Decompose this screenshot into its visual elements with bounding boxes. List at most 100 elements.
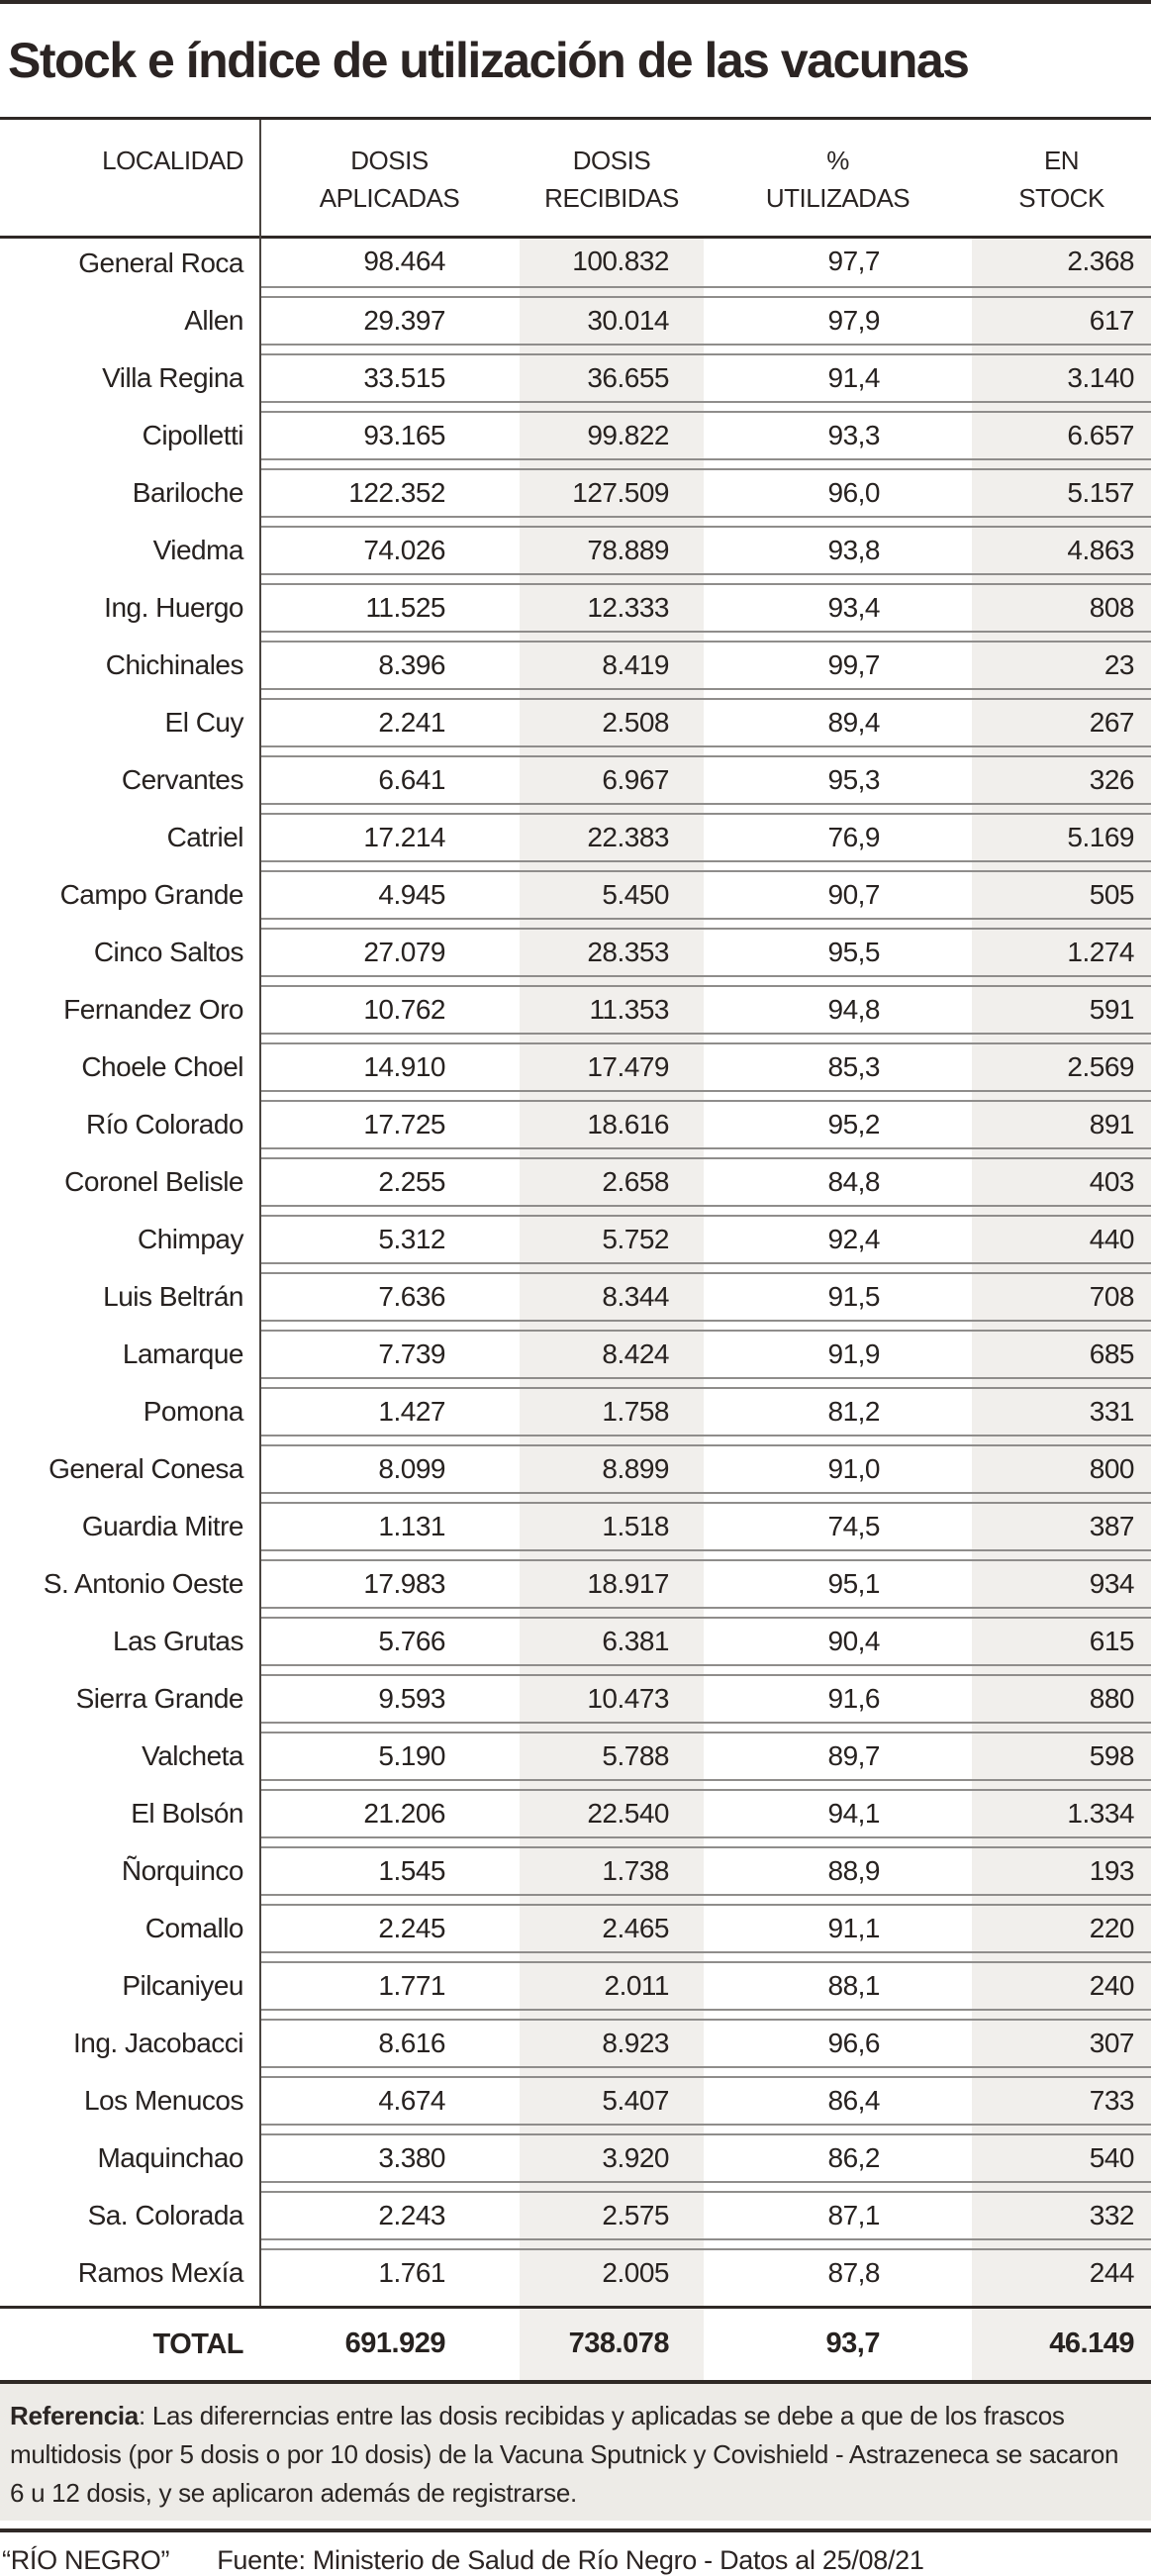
cell-en-stock: 1.334 [1067,1798,1134,1829]
cell-dosis-recibidas: 8.344 [602,1281,669,1312]
cell-dosis-recibidas: 2.575 [602,2200,669,2230]
total-top-rule [0,2306,1151,2309]
cell-dosis-recibidas: 2.011 [604,1970,670,2001]
row-values: 4.945 5.450 90,7 505 [259,870,1151,920]
cell-dosis-aplicadas: 14.910 [363,1051,445,1082]
row-values: 1.771 2.011 88,1 240 [259,1961,1151,2011]
cell-pct-utilizadas: 84,8 [827,1166,881,1197]
cell-localidad: General Conesa [48,1453,243,1484]
table-row: Cipolletti 93.165 99.822 93,3 6.657 [0,411,1151,468]
row-values: 21.206 22.540 94,1 1.334 [259,1789,1151,1838]
cell-pct-utilizadas: 94,8 [827,994,881,1025]
cell-dosis-recibidas: 22.383 [587,822,669,852]
cell-en-stock: 617 [1089,305,1135,336]
cell-dosis-recibidas: 36.655 [587,362,669,393]
cell-dosis-recibidas: 8.419 [602,649,669,680]
cell-localidad: Ñorquinco [121,1855,244,1886]
cell-en-stock: 331 [1089,1396,1135,1427]
column-header: EN STOCK [972,120,1151,236]
cell-en-stock: 808 [1089,592,1135,623]
cell-localidad: Villa Regina [102,362,243,393]
cell-pct-utilizadas: 87,8 [827,2257,881,2288]
table-row: Villa Regina 33.515 36.655 91,4 3.140 [0,353,1151,411]
cell-pct-utilizadas: 91,1 [827,1913,881,1943]
cell-dosis-aplicadas: 4.945 [378,879,445,910]
cell-en-stock: 591 [1089,994,1135,1025]
cell-localidad: Guardia Mitre [81,1511,244,1541]
column-header: DOSIS RECIBIDAS [520,120,704,236]
column-header-line1: % [826,146,849,175]
cell-pct-utilizadas: 95,1 [827,1568,881,1599]
cell-en-stock: 332 [1089,2200,1135,2230]
total-label: TOTAL [152,2328,244,2360]
cell-localidad: Ing. Jacobacci [73,2028,244,2058]
total-bottom-rule [0,2380,1151,2384]
table-row: Viedma 74.026 78.889 93,8 4.863 [0,526,1151,583]
cell-localidad: Cipolletti [142,420,244,450]
cell-en-stock: 326 [1089,764,1135,795]
cell-dosis-aplicadas: 10.762 [363,994,445,1025]
table-row: Chimpay 5.312 5.752 92,4 440 [0,1215,1151,1272]
cell-dosis-recibidas: 30.014 [587,305,669,336]
title-divider [0,117,1151,120]
cell-dosis-aplicadas: 7.636 [378,1281,445,1312]
cell-localidad: S. Antonio Oeste [43,1568,244,1599]
cell-localidad: Los Menucos [83,2085,244,2116]
row-values: 4.674 5.407 86,4 733 [259,2076,1151,2126]
cell-dosis-aplicadas: 93.165 [363,420,445,450]
table-row: Coronel Belisle 2.255 2.658 84,8 403 [0,1157,1151,1215]
cell-localidad: Ramos Mexía [77,2257,244,2288]
column-header-line1: EN [1043,146,1080,175]
cell-localidad: Catriel [166,822,244,852]
column-header-line2: UTILIZADAS [765,183,911,213]
row-values: 14.910 17.479 85,3 2.569 [259,1042,1151,1092]
row-values: 5.312 5.752 92,4 440 [259,1215,1151,1264]
total-dosis-aplicadas: 691.929 [344,2328,446,2359]
cell-en-stock: 685 [1089,1338,1135,1369]
cell-dosis-aplicadas: 33.515 [363,362,445,393]
cell-pct-utilizadas: 90,4 [827,1626,881,1656]
column-header-line2: STOCK [1018,183,1104,213]
spacer [0,2521,1151,2528]
table-row: Luis Beltrán 7.636 8.344 91,5 708 [0,1272,1151,1330]
cell-dosis-recibidas: 2.658 [602,1166,669,1197]
row-values: 17.725 18.616 95,2 891 [259,1100,1151,1149]
cell-pct-utilizadas: 97,9 [827,305,881,336]
table-row: Los Menucos 4.674 5.407 86,4 733 [0,2076,1151,2133]
cell-en-stock: 1.274 [1067,937,1134,967]
cell-pct-utilizadas: 99,7 [827,649,881,680]
column-header: LOCALIDAD [0,120,259,236]
cell-pct-utilizadas: 88,9 [827,1855,881,1886]
row-values: 9.593 10.473 91,6 880 [259,1674,1151,1724]
cell-dosis-recibidas: 2.508 [602,707,669,738]
row-values: 17.983 18.917 95,1 934 [259,1559,1151,1609]
table-row: Lamarque 7.739 8.424 91,9 685 [0,1330,1151,1387]
cell-dosis-aplicadas: 1.131 [378,1511,445,1541]
cell-localidad: Luis Beltrán [103,1281,243,1312]
cell-localidad: Viedma [152,535,244,565]
cell-pct-utilizadas: 89,4 [827,707,881,738]
row-values: 2.241 2.508 89,4 267 [259,698,1151,747]
cell-localidad: Pomona [143,1396,244,1427]
column-header: DOSIS APLICADAS [259,120,520,236]
cell-pct-utilizadas: 93,4 [827,592,881,623]
cell-en-stock: 5.169 [1067,822,1134,852]
column-header-line2: RECIBIDAS [544,183,679,213]
vertical-divider [259,120,261,2306]
cell-localidad: Choele Choel [81,1051,243,1082]
cell-dosis-recibidas: 17.479 [587,1051,669,1082]
table-row: General Conesa 8.099 8.899 91,0 800 [0,1444,1151,1502]
cell-pct-utilizadas: 85,3 [827,1051,881,1082]
table-row: Ing. Huergo 11.525 12.333 93,4 808 [0,583,1151,641]
table-row: General Roca 98.464 100.832 97,7 2.368 [0,239,1151,296]
row-values: 29.397 30.014 97,9 617 [259,296,1151,346]
cell-dosis-recibidas: 2.005 [602,2257,669,2288]
footer: “RÍO NEGRO” Fuente: Ministerio de Salud … [0,2532,1151,2576]
cell-pct-utilizadas: 91,4 [827,362,881,393]
cell-dosis-aplicadas: 2.245 [378,1913,445,1943]
cell-dosis-recibidas: 10.473 [587,1683,669,1714]
cell-pct-utilizadas: 91,9 [827,1338,881,1369]
cell-en-stock: 891 [1089,1109,1135,1139]
cell-dosis-recibidas: 100.832 [572,246,669,276]
cell-dosis-recibidas: 8.899 [602,1453,669,1484]
